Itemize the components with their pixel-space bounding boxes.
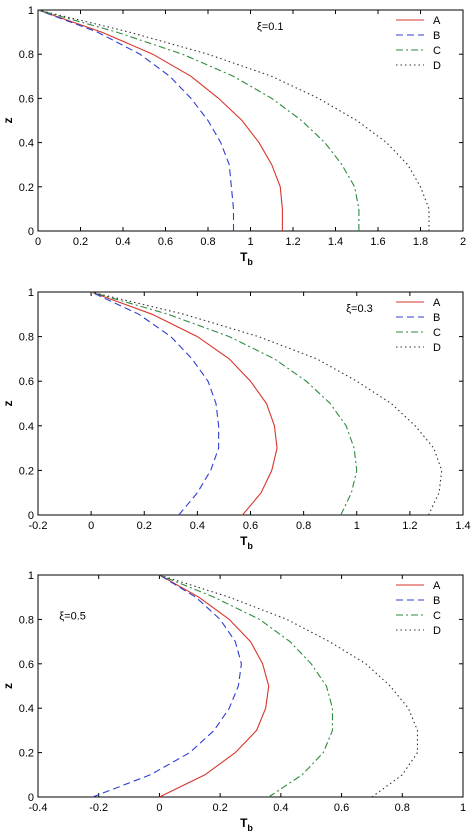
x-axis-title-subscript: b: [247, 823, 253, 833]
y-tick-label: 0.6: [19, 659, 34, 671]
x-tick-label: 1: [247, 236, 253, 248]
x-tick-label: 0.4: [190, 520, 205, 532]
legend-label-B: B: [433, 30, 440, 42]
x-tick-label: 1: [354, 520, 360, 532]
x-tick-label: 0.6: [243, 520, 258, 532]
x-tick-label: 2: [460, 236, 466, 248]
x-tick-label: 1.2: [402, 520, 417, 532]
legend-label-A: A: [433, 580, 441, 592]
series-line-B: [90, 291, 220, 516]
x-tick-label: 0: [88, 520, 94, 532]
legend-label-B: B: [433, 312, 440, 324]
chart-panel-1: 0 0.2 0.4 0.6 0.8 1 1.2 1.4 1.6 1.8 2 0 0.2 0.4 0.6 0.8…: [1, 5, 466, 267]
series-line-C: [90, 291, 358, 516]
series-line-B: [37, 9, 235, 231]
plot-frame: [37, 574, 464, 798]
y-tick-label: 0.8: [19, 49, 34, 61]
x-tick-label: -0.2: [89, 802, 108, 814]
x-tick-label: 0.2: [212, 802, 227, 814]
legend-label-D: D: [433, 60, 441, 72]
x-tick-label: 1.6: [370, 236, 385, 248]
x-tick-label: 1: [460, 802, 466, 814]
x-tick-label: 1.8: [413, 236, 428, 248]
legend-label-A: A: [433, 15, 441, 27]
x-tick-label: 0: [156, 802, 162, 814]
y-axis-title: z: [1, 683, 15, 689]
x-tick-label: 0.2: [73, 236, 88, 248]
y-tick-label: 0.2: [19, 182, 34, 194]
series-line-C: [37, 9, 360, 231]
x-axis-title-main: T: [240, 816, 248, 830]
x-tick-label: 0.8: [395, 802, 410, 814]
y-tick-label: 0.2: [19, 748, 34, 760]
y-tick-label: 0.6: [19, 376, 34, 388]
y-axis-title: z: [1, 118, 15, 124]
x-tick-label: 1.4: [328, 236, 343, 248]
series-line-A: [90, 291, 278, 516]
y-tick-label: 1: [28, 570, 34, 582]
y-tick-label: 0: [28, 226, 34, 238]
x-axis-title: Tb: [240, 250, 253, 267]
y-tick-label: 0.8: [19, 332, 34, 344]
legend-label-C: C: [433, 610, 441, 622]
x-tick-label: 0.2: [137, 520, 152, 532]
y-tick-label: 0.4: [19, 703, 34, 715]
series-line-D: [37, 9, 430, 231]
x-tick-label: 1.2: [285, 236, 300, 248]
xi-annotation: ξ=0.1: [257, 21, 284, 33]
xi-annotation: ξ=0.3: [346, 303, 373, 315]
plot-frame: [37, 291, 464, 516]
x-tick-label: 0.8: [296, 520, 311, 532]
legend-label-D: D: [433, 625, 441, 637]
y-axis-title: z: [1, 401, 15, 407]
legend-label-D: D: [433, 342, 441, 354]
series-line-A: [159, 574, 270, 798]
x-axis-title: Tb: [240, 816, 253, 833]
x-axis-title-subscript: b: [247, 541, 253, 551]
y-tick-label: 0.4: [19, 421, 34, 433]
y-tick-label: 0: [28, 792, 34, 804]
x-tick-label: 0: [35, 236, 41, 248]
y-tick-label: 0.8: [19, 614, 34, 626]
x-axis-title-subscript: b: [247, 257, 253, 267]
y-tick-label: 1: [28, 287, 34, 299]
x-tick-label: 0.4: [273, 802, 288, 814]
legend-label-B: B: [433, 595, 440, 607]
series-line-B: [92, 574, 242, 798]
legend-label-C: C: [433, 45, 441, 57]
x-tick-label: 0.4: [115, 236, 130, 248]
x-tick-label: 0.8: [200, 236, 215, 248]
xi-annotation: ξ=0.5: [59, 610, 86, 622]
series-line-D: [159, 574, 419, 798]
x-tick-label: 0.6: [158, 236, 173, 248]
x-tick-label: -0.2: [29, 520, 48, 532]
legend-label-C: C: [433, 327, 441, 339]
x-tick-label: -0.4: [29, 802, 48, 814]
x-axis-title-main: T: [240, 250, 248, 264]
series-line-A: [37, 9, 283, 231]
y-tick-label: 0.2: [19, 465, 34, 477]
y-tick-label: 1: [28, 5, 34, 17]
x-tick-label: 0.6: [334, 802, 349, 814]
plot-frame: [37, 9, 464, 232]
chart-panel-3: -0.4 -0.2 0 0.2 0.4 0.6 0.8 1 0 0.2 0.4 0.6 0.8 1 Tb z ξ…: [1, 570, 466, 833]
chart-panel-2: -0.2 0 0.2 0.4 0.6 0.8 1 1.2 1.400.20.40.60.81Tb…: [1, 287, 471, 551]
x-tick-label: 1.4: [455, 520, 470, 532]
y-tick-label: 0.4: [19, 138, 34, 150]
x-axis-title-main: T: [240, 534, 248, 548]
y-tick-label: 0.6: [19, 93, 34, 105]
legend-label-A: A: [433, 297, 441, 309]
x-axis-title: Tb: [240, 534, 253, 551]
y-tick-label: 0: [28, 510, 34, 522]
series-line-C: [159, 574, 334, 798]
